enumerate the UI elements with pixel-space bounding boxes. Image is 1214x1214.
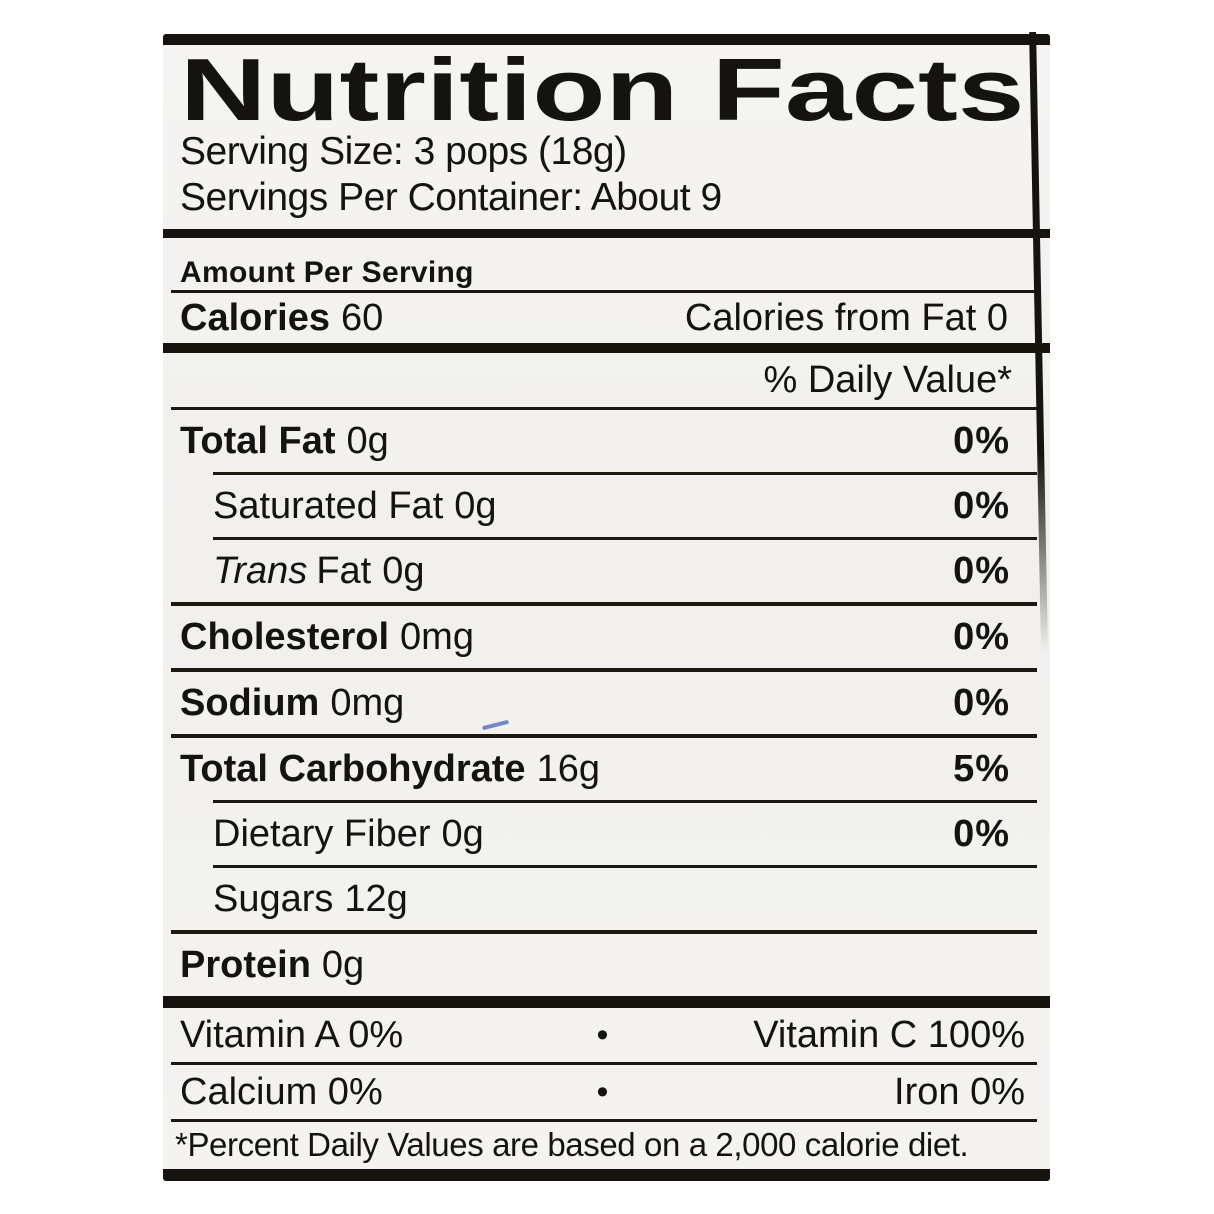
nutrient-amount: 0g [382,549,425,592]
nutrient-row-dietary-fiber: Dietary Fiber 0g 0% [163,803,1050,865]
daily-value-percent: 0% [953,615,1010,658]
serving-size-text: Serving Size: 3 pops (18g) [180,130,627,173]
nutrient-row-saturated-fat: Saturated Fat 0g 0% [163,475,1050,537]
row-separator [171,734,1037,738]
row-separator [171,930,1037,934]
nutrition-facts-label: Nutrition Facts Serving Size: 3 pops (18… [163,32,1050,1181]
nutrient-name-cell: Sodium 0mg [180,682,404,725]
nutrient-name: Fat [316,549,372,592]
section-divider-thick [163,996,1050,1008]
vitamin-c-text: Vitamin C 100% [753,1013,1025,1056]
daily-value-percent: 0% [953,484,1010,527]
nutrient-name-cell: Total Carbohydrate 16g [180,748,600,791]
label-top-border [163,34,1050,45]
nutrient-row-total-fat: Total Fat 0g 0% [163,410,1050,472]
nutrient-row-trans-fat: Trans Fat 0g 0% [163,540,1050,602]
servings-per-container-text: Servings Per Container: About 9 [180,176,722,219]
daily-value-percent: 0% [953,419,1010,462]
nutrient-name-cell: Saturated Fat 0g [213,485,497,528]
row-separator [171,1119,1037,1122]
nutrient-amount: 0g [321,943,365,986]
section-divider-thick [163,343,1050,353]
section-divider-thick [163,229,1050,238]
nutrient-name: Protein [180,943,311,986]
row-separator [171,407,1037,410]
nutrient-amount: 0g [346,419,389,462]
nutrient-name: Dietary Fiber [213,812,431,855]
bullet-separator-icon: • [596,1015,609,1054]
row-separator [213,800,1037,803]
bullet-separator-icon: • [596,1072,609,1111]
nutrient-row-total-carbohydrate: Total Carbohydrate 16g 5% [163,738,1050,800]
nutrient-amount: 12g [344,877,408,920]
nutrient-name: Sodium [180,681,320,724]
daily-value-percent: 5% [953,747,1010,790]
label-bottom-border [163,1169,1050,1181]
nutrient-row-sodium: Sodium 0mg 0% [163,672,1050,734]
nutrient-name-cell: Cholesterol 0mg [180,616,474,659]
nutrient-name: Total Fat [180,419,336,462]
row-separator [171,290,1037,293]
nutrient-name: Cholesterol [180,615,390,658]
nutrient-name-cell: Sugars 12g [213,878,408,921]
row-separator [213,865,1037,868]
nutrient-name-italic: Trans [213,549,308,592]
footnote-text: *Percent Daily Values are based on a 2,0… [175,1126,969,1163]
daily-value-percent: 0% [953,681,1010,724]
calories-label: Calories [180,296,330,339]
nutrition-facts-title: Nutrition Facts [180,40,1025,139]
calcium-text: Calcium 0% [180,1070,383,1113]
nutrient-row-cholesterol: Cholesterol 0mg 0% [163,606,1050,668]
row-separator [171,602,1037,606]
row-separator [213,537,1037,540]
nutrient-name-cell: Dietary Fiber 0g [213,813,484,856]
calories-from-fat-text: Calories from Fat 0 [684,296,1008,339]
calories-value: 60 [340,296,384,339]
nutrient-amount: 0mg [330,681,405,724]
row-separator [171,1062,1037,1065]
row-separator [171,668,1037,672]
daily-value-percent: 0% [953,812,1010,855]
nutrient-name-cell: Trans Fat 0g [213,550,425,593]
iron-text: Iron 0% [894,1070,1025,1113]
amount-per-serving-heading: Amount Per Serving [180,256,474,289]
nutrient-row-protein: Protein 0g [163,934,1050,996]
nutrient-name-cell: Protein 0g [180,944,364,987]
daily-value-heading: % Daily Value* [763,358,1012,401]
nutrient-row-sugars: Sugars 12g [163,868,1050,930]
nutrient-name: Total Carbohydrate [180,747,526,790]
mineral-row-calcium-iron: Calcium 0% • Iron 0% [163,1065,1050,1119]
calories-row: Calories 60 Calories from Fat 0 [163,293,1050,343]
nutrient-amount: 0g [441,812,484,855]
vitamin-row-a-c: Vitamin A 0% • Vitamin C 100% [163,1008,1050,1062]
nutrient-name: Saturated Fat [213,484,444,527]
nutrient-name: Sugars [213,877,334,920]
daily-value-percent: 0% [953,549,1010,592]
nutrient-amount: 0mg [400,615,474,658]
nutrient-amount: 16g [536,747,600,790]
nutrient-amount: 0g [454,484,497,527]
nutrient-name-cell: Total Fat 0g [180,420,389,463]
vitamin-a-text: Vitamin A 0% [180,1013,404,1056]
calories-cell: Calories 60 [180,297,383,340]
row-separator [213,472,1037,475]
